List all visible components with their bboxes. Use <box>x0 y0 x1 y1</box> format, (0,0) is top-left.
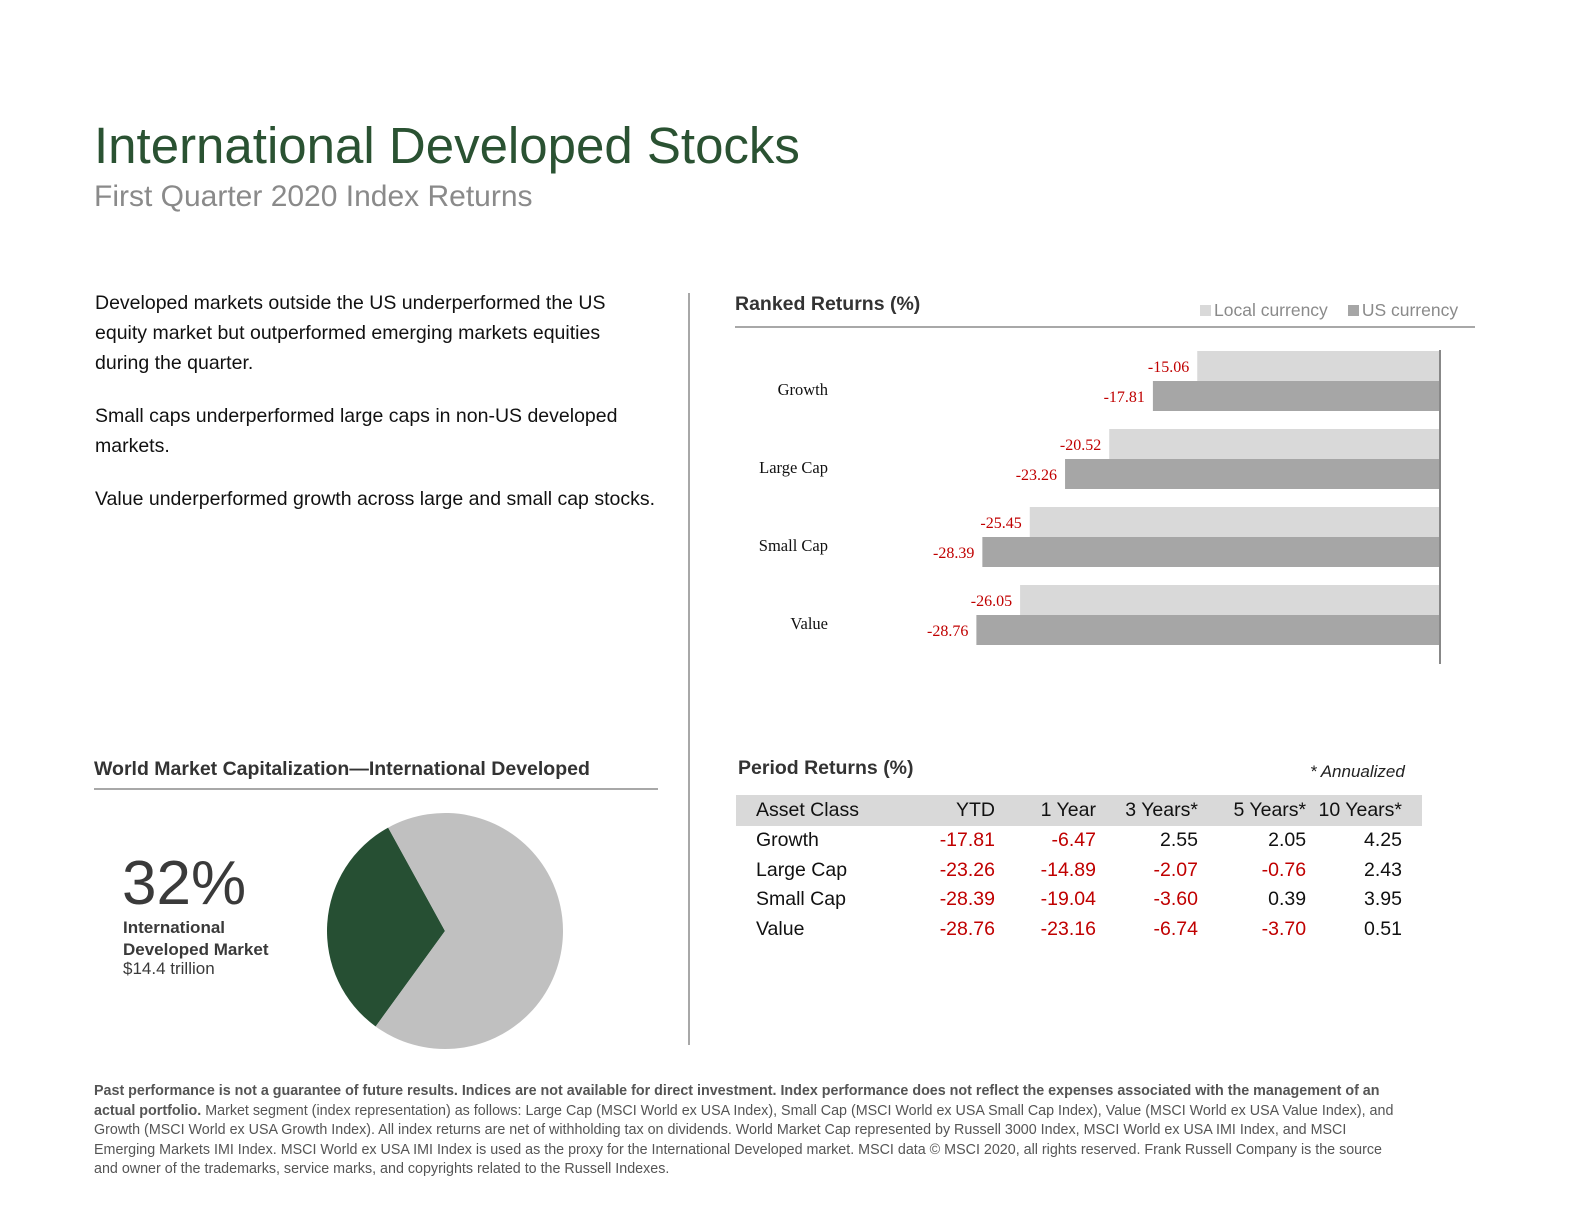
data-label-local-currency-growth: -15.06 <box>1148 359 1189 376</box>
return-cell: -3.70 <box>1261 917 1307 940</box>
legend-label-us: US currency <box>1361 300 1459 320</box>
bar-us-currency-large-cap <box>1065 459 1440 489</box>
legend-label-local: Local currency <box>1214 300 1328 320</box>
commentary-paragraph: Developed markets outside the US underpe… <box>95 292 606 374</box>
category-label-small-cap: Small Cap <box>759 536 828 555</box>
table-row: Large Cap -23.26 -14.89 -2.07 -0.76 2.43 <box>736 856 1422 886</box>
table-row: Small Cap -28.39 -19.04 -3.60 0.39 3.95 <box>736 885 1422 915</box>
page-subtitle: First Quarter 2020 Index Returns <box>94 180 533 213</box>
column-header-1-year: 1 Year <box>994 795 1096 826</box>
disclosure-footnote: Past performance is not a guarantee of f… <box>94 1082 1394 1180</box>
pie-slice-international-developed <box>327 827 445 1027</box>
return-cell: 2.05 <box>1268 829 1307 852</box>
column-header-10-years: 10 Years* <box>1306 795 1422 826</box>
world-market-title: World Market Capitalization—Internationa… <box>94 758 590 780</box>
category-label-growth: Growth <box>778 380 829 399</box>
market-share-percent: 32% <box>122 849 247 918</box>
return-cell: -23.16 <box>1040 917 1096 940</box>
table-header-row: Asset Class YTD 1 Year 3 Years* 5 Years* 10 Y… <box>736 795 1422 826</box>
data-label-local-currency-small-cap: -25.45 <box>980 515 1021 532</box>
commentary-paragraph: Small caps underperformed large caps in … <box>95 405 618 457</box>
bar-local-currency-growth <box>1197 351 1440 381</box>
return-cell: -23.26 <box>939 858 995 881</box>
column-header-asset-class: Asset Class <box>736 795 914 826</box>
market-share-label: International Developed Market <box>123 918 269 959</box>
data-label-local-currency-large-cap: -20.52 <box>1060 437 1101 454</box>
bar-us-currency-small-cap <box>982 537 1440 567</box>
legend-swatch-local <box>1200 305 1211 316</box>
data-label-us-currency-large-cap: -23.26 <box>1016 467 1057 484</box>
bar-us-currency-growth <box>1152 381 1440 411</box>
return-cell: -28.76 <box>939 917 995 940</box>
asset-class-cell: Growth <box>756 829 819 852</box>
column-header-5-years: 5 Years* <box>1197 795 1307 826</box>
market-cap-pie-chart <box>327 813 564 1050</box>
return-cell: 0.51 <box>1364 917 1402 940</box>
data-label-local-currency-value: -26.05 <box>971 593 1012 610</box>
table-row: Value -28.76 -23.16 -6.74 -3.70 0.51 <box>736 915 1422 945</box>
return-cell: -6.74 <box>1153 917 1198 940</box>
return-cell: 2.43 <box>1364 858 1402 881</box>
vertical-divider <box>688 293 690 1045</box>
category-label-large-cap: Large Cap <box>759 458 828 477</box>
return-cell: -28.39 <box>939 888 995 911</box>
table-row: Growth -17.81 -6.47 2.55 2.05 4.25 <box>736 826 1422 856</box>
return-cell: -6.47 <box>1051 829 1096 852</box>
period-returns-table: Asset Class YTD 1 Year 3 Years* 5 Years* 10 Y… <box>736 795 1422 944</box>
page-title: International Developed Stocks <box>94 117 800 174</box>
return-cell: 2.55 <box>1159 829 1198 852</box>
data-label-us-currency-growth: -17.81 <box>1104 389 1145 406</box>
return-cell: -3.60 <box>1153 888 1198 911</box>
return-cell: 4.25 <box>1364 829 1402 852</box>
disclosure-text: Market segment (index representation) as… <box>94 1102 1394 1178</box>
ranked-returns-title: Ranked Returns (%) <box>735 293 921 315</box>
section-rule <box>94 788 658 790</box>
category-label-value: Value <box>790 614 828 633</box>
column-header-ytd: YTD <box>913 795 995 826</box>
column-header-3-years: 3 Years* <box>1095 795 1198 826</box>
bar-local-currency-small-cap <box>1029 507 1440 537</box>
return-cell: -2.07 <box>1153 858 1198 881</box>
commentary-paragraph: Value underperformed growth across large… <box>95 488 655 510</box>
asset-class-cell: Value <box>756 917 805 940</box>
legend-swatch-us <box>1347 305 1359 316</box>
asset-class-cell: Small Cap <box>756 888 846 911</box>
bar-local-currency-value <box>1020 585 1440 615</box>
period-returns-title: Period Returns (%) <box>738 757 914 779</box>
disclosure-bold: Past performance is not a guarantee of f… <box>94 1083 1380 1119</box>
asset-class-cell: Large Cap <box>756 858 848 881</box>
bar-local-currency-large-cap <box>1109 429 1440 459</box>
return-cell: 0.39 <box>1268 888 1307 911</box>
return-cell: -17.81 <box>939 829 995 852</box>
return-cell: -19.04 <box>1040 888 1096 911</box>
ranked-returns-chart: Growth -15.06-17.81 Large Cap -20.52-23.26 S… <box>759 350 1441 664</box>
section-rule <box>735 326 1475 328</box>
data-label-us-currency-value: -28.76 <box>927 623 968 640</box>
chart-legend: Local currency US currency <box>1200 300 1458 321</box>
annualized-note: * Annualized <box>1310 762 1405 781</box>
market-cap-value: $14.4 trillion <box>123 959 215 978</box>
pie-slice-rest-of-world <box>375 813 564 1050</box>
data-label-us-currency-small-cap: -28.39 <box>933 545 974 562</box>
bar-us-currency-value <box>976 615 1440 645</box>
return-cell: 3.95 <box>1364 888 1402 911</box>
return-cell: -0.76 <box>1261 858 1307 881</box>
return-cell: -14.89 <box>1040 858 1096 881</box>
